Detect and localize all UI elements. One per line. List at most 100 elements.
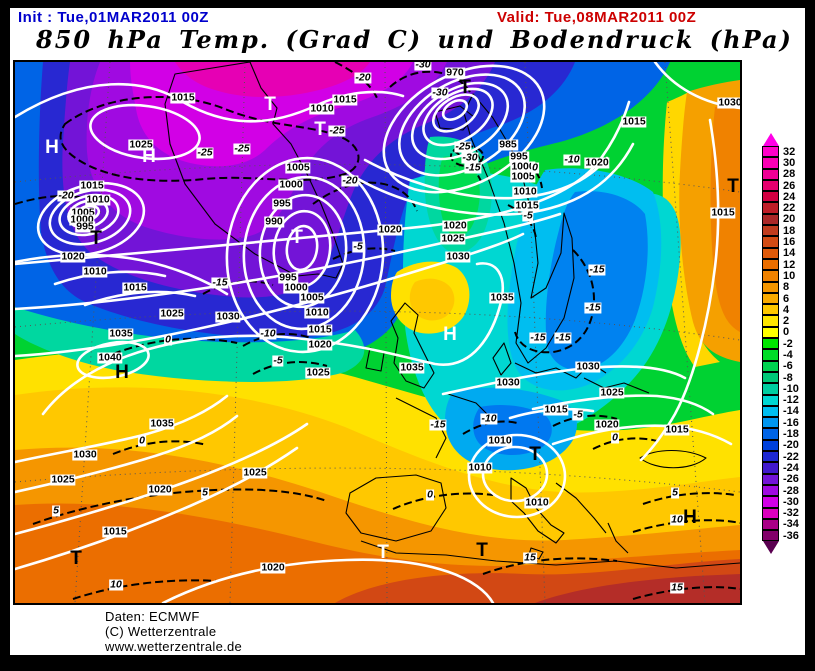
credits-block: Daten: ECMWF (C) Wetterzentrale www.wett… [105, 609, 242, 654]
high-pressure-marker: H [45, 137, 59, 158]
map-title: 850 hPa Temp. (Grad C) und Bodendruck (h… [36, 25, 793, 54]
low-pressure-marker: T [476, 540, 488, 561]
coastline [164, 62, 344, 279]
isobar-line [467, 433, 567, 519]
temperature-label: -30 [414, 60, 432, 71]
coastline [492, 342, 512, 376]
temperature-label: -30 [431, 86, 449, 99]
temperature-label: -5 [572, 408, 584, 421]
colorbar-band: 0 [762, 326, 814, 338]
temperature-label: 0 [138, 434, 146, 447]
colorbar-swatch [762, 304, 779, 316]
colorbar-value: -20 [783, 439, 799, 452]
isobar-label: 1005 [299, 291, 325, 304]
isobar-line [15, 446, 299, 571]
isobar-label: 1010 [467, 461, 493, 474]
colorbar-swatch [762, 394, 779, 406]
colorbar-swatch [762, 383, 779, 395]
isobar-line [15, 422, 309, 536]
colorbar-band: -34 [762, 518, 814, 531]
coastline [345, 474, 447, 542]
coastline [390, 302, 435, 389]
colorbar-band: -22 [762, 450, 814, 463]
temperature-label: -10 [563, 153, 581, 166]
colorbar-swatch [762, 202, 779, 214]
init-time-label: Init : Tue,01MAR2011 00Z [18, 9, 209, 26]
colorbar-value: 18 [783, 224, 796, 237]
temperature-contour [392, 492, 494, 510]
isobar-label: 1010 [524, 496, 550, 509]
data-source-label: Daten: ECMWF [105, 609, 200, 624]
colorbar-value: 8 [783, 281, 790, 294]
colorbar-value: 6 [783, 292, 790, 305]
temperature-contour [32, 488, 328, 525]
colorbar-band: -2 [762, 337, 814, 350]
colorbar-band: -16 [762, 416, 814, 429]
temperature-region [535, 574, 740, 603]
colorbar-value: -22 [783, 450, 799, 463]
isobar-label: 1035 [399, 361, 425, 374]
isobar-label: 1010 [487, 434, 513, 447]
colorbar-band: 24 [762, 191, 814, 203]
colorbar-swatch [762, 451, 779, 463]
colorbar-value: -2 [783, 337, 793, 350]
colorbar-value: -12 [783, 394, 799, 407]
colorbar-swatch [762, 247, 779, 259]
colorbar-top-arrow [763, 133, 779, 146]
colorbar-swatch [762, 258, 779, 271]
colorbar-swatch [762, 225, 779, 237]
colorbar-value: -16 [783, 416, 799, 429]
temperature-contour [332, 247, 396, 260]
isobar-label: 1020 [442, 219, 468, 232]
temperature-label: -15 [554, 331, 572, 344]
colorbar-value: 16 [783, 236, 796, 249]
isobar-label: 1000 [510, 160, 536, 173]
colorbar-value: -24 [783, 461, 799, 474]
colorbar-swatch [762, 507, 779, 519]
isobar-label: 1015 [122, 281, 148, 294]
colorbar-value: -8 [783, 371, 793, 384]
temperature-contour [592, 437, 658, 450]
colorbar-band: -18 [762, 428, 814, 440]
temperature-label: 5 [52, 504, 60, 517]
isobar-label: 1030 [575, 360, 601, 373]
temperature-label: -30 [461, 151, 479, 164]
temperature-region [409, 278, 455, 321]
colorbar-band: -12 [762, 394, 814, 407]
colorbar-band: 6 [762, 292, 814, 305]
isobar-label: 1020 [584, 156, 610, 169]
high-pressure-marker: H [142, 146, 156, 167]
colorbar-band: -26 [762, 473, 814, 485]
isobar-label: 1030 [445, 250, 471, 263]
isobar-line [48, 188, 132, 246]
colorbar-band: -6 [762, 360, 814, 372]
isobar-line [258, 193, 348, 309]
colorbar-swatch [762, 439, 779, 452]
colorbar-band: 2 [762, 315, 814, 327]
colorbar-swatch [762, 405, 779, 418]
isobar-label: 1035 [489, 291, 515, 304]
isobar-label: 1000 [283, 281, 309, 294]
isobar-line [76, 340, 150, 380]
low-pressure-marker: T [264, 94, 276, 115]
isobar-label: 1015 [79, 179, 105, 192]
colorbar-swatch [762, 146, 779, 158]
isobar-label: 995 [272, 197, 292, 210]
website-label: www.wetterzentrale.de [105, 639, 243, 654]
colorbar-value: -28 [783, 484, 799, 497]
temperature-label: -25 [233, 142, 251, 155]
colorbar-swatch [762, 518, 779, 531]
colorbar-band: -10 [762, 383, 814, 395]
graticule-line [384, 62, 388, 603]
isobar-line [161, 558, 495, 603]
colorbar-value: -4 [783, 349, 793, 361]
isobar-label: 1030 [72, 448, 98, 461]
temperature-label: -20 [341, 174, 359, 187]
isobar-line [15, 82, 405, 123]
isobar-label: 985 [498, 138, 518, 151]
colorbar-swatch [762, 236, 779, 248]
isobar-label: 1015 [664, 423, 690, 436]
colorbar-swatch [762, 270, 779, 282]
temperature-label: -5 [522, 209, 534, 222]
